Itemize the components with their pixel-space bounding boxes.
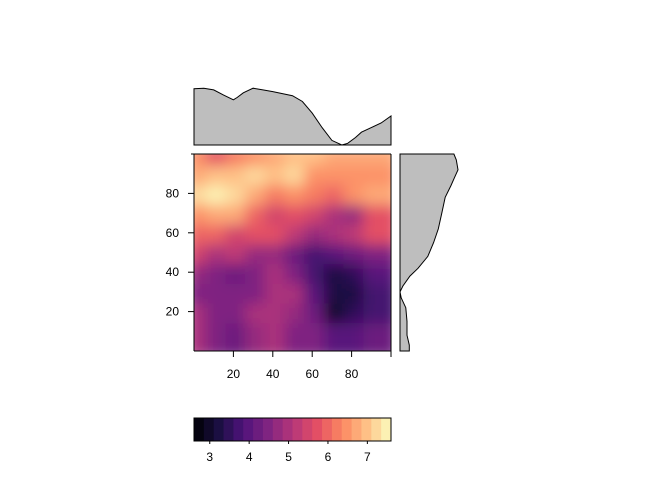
color-legend-bin: [302, 418, 313, 441]
top-marginal-plot: [193, 87, 392, 146]
color-legend-bin: [322, 418, 333, 441]
x-tick-label: 80: [345, 367, 359, 381]
right-marginal-plot: [399, 153, 459, 352]
heatmap-cells: [194, 154, 391, 351]
color-legend-bin: [243, 418, 254, 441]
y-tick-label: 20: [166, 305, 180, 319]
color-legend-bin: [292, 418, 303, 441]
color-legend-bin: [371, 418, 382, 441]
color-legend-bin: [233, 418, 244, 441]
y-tick-label: 80: [166, 186, 180, 200]
color-legend-frame: [193, 417, 392, 442]
color-legend-bin: [331, 418, 343, 441]
top-density-area: [193, 87, 392, 146]
color-legend-bin: [341, 418, 353, 441]
legend-tick-label: 5: [285, 450, 292, 464]
heatmap-y-ticks: 20 40 60 80: [166, 186, 194, 319]
y-tick-label: 40: [166, 265, 180, 279]
legend-tick-label: 3: [206, 450, 213, 464]
x-tick-label: 20: [227, 367, 241, 381]
color-legend-bin: [282, 418, 293, 441]
legend-tick-label: 6: [325, 450, 332, 464]
color-legend-bin: [262, 418, 274, 441]
color-legend-bin: [253, 418, 264, 441]
legend-tick-label: 7: [364, 450, 371, 464]
color-legend-bins: [194, 418, 392, 441]
color-legend-bin: [312, 418, 323, 441]
heatmap-cell: [363, 323, 391, 351]
heatmap-panel: 20 40 60 80 20 40 60 80: [166, 153, 392, 381]
color-legend-bin: [223, 418, 234, 441]
color-legend-bin: [381, 418, 392, 441]
x-tick-label: 60: [306, 367, 320, 381]
color-legend-bin: [361, 418, 372, 441]
color-legend-ticks: 3 4 5 6 7: [206, 441, 371, 464]
color-legend-bin: [272, 418, 284, 441]
color-legend-bin: [351, 418, 362, 441]
heatmap-x-ticks: 20 40 60 80: [227, 351, 359, 381]
legend-tick-label: 4: [246, 450, 253, 464]
right-density-area: [399, 153, 459, 352]
color-legend-bin: [213, 418, 225, 441]
color-legend-bin: [203, 418, 215, 441]
color-legend: 3 4 5 6 7: [193, 417, 392, 464]
y-tick-label: 60: [166, 226, 180, 240]
color-legend-bin: [194, 418, 205, 441]
x-tick-label: 40: [266, 367, 280, 381]
